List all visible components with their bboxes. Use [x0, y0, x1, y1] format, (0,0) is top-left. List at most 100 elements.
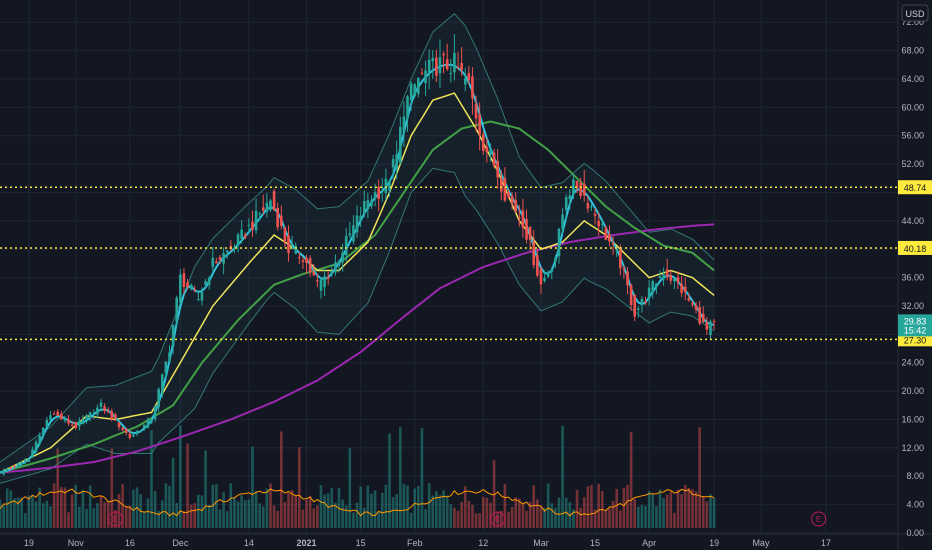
candle-body	[471, 76, 474, 99]
volume-bar	[182, 511, 186, 528]
volume-bar	[655, 506, 658, 528]
volume-bars	[0, 425, 716, 528]
candle-body	[604, 227, 608, 240]
volume-bar	[233, 497, 236, 528]
last-price-tag[interactable]	[898, 314, 932, 337]
time-tick-label: 15	[590, 538, 600, 548]
candle-body	[70, 424, 74, 426]
candle-body	[370, 200, 373, 207]
volume-bar	[438, 495, 442, 528]
candle-body	[622, 268, 626, 270]
candle-body	[528, 227, 532, 240]
volume-bar	[348, 448, 352, 528]
candle-body	[655, 283, 658, 287]
earnings-marker-icon[interactable]	[490, 511, 506, 527]
earnings-marker-label: E	[113, 515, 118, 524]
candle-body	[395, 154, 399, 170]
volume-bar	[676, 489, 680, 528]
horizontal-level-tag[interactable]	[898, 180, 932, 195]
candle-body	[323, 276, 326, 288]
candle-body	[330, 271, 334, 274]
candle-body	[175, 297, 179, 322]
candle-body	[694, 305, 698, 310]
volume-bar	[236, 501, 240, 528]
volume-bar	[575, 489, 579, 528]
price-axis[interactable]: 72.00 68.00 64.00 60.00 56.00 52.00 44.00 36.00…	[898, 17, 932, 538]
candle-body	[600, 223, 604, 225]
volume-bar	[52, 483, 56, 528]
candle-body	[316, 280, 319, 282]
volume-bar	[121, 484, 124, 528]
volume-bar	[218, 509, 222, 528]
candle-body	[435, 57, 438, 76]
candle-body	[593, 213, 597, 216]
earnings-marker-icon[interactable]	[107, 511, 123, 527]
candle-body	[2, 470, 5, 474]
candle-body	[74, 421, 78, 428]
candle-body	[687, 298, 691, 301]
candle-body	[590, 206, 593, 208]
volume-bar	[222, 492, 225, 528]
volume-bar	[290, 490, 294, 528]
volume-bar	[399, 427, 402, 528]
volume-bar	[435, 491, 438, 528]
volume-bar	[106, 501, 110, 528]
candle-body	[637, 308, 640, 310]
horizontal-level-tag[interactable]	[898, 240, 932, 255]
volume-bar	[258, 503, 261, 528]
candle-body	[52, 413, 56, 415]
candle-body	[388, 181, 391, 191]
volume-bar	[445, 495, 449, 528]
candle-body	[45, 419, 49, 428]
candle-body	[683, 286, 687, 292]
candle-body	[135, 430, 139, 433]
candle-body	[49, 415, 52, 421]
volume-bar	[640, 504, 644, 528]
volume-bar	[687, 488, 691, 528]
volume-bar	[323, 494, 326, 528]
price-tick-label: 16.00	[901, 414, 924, 424]
volume-bar	[395, 494, 399, 528]
candle-body	[467, 72, 471, 81]
time-tick-label: Feb	[407, 538, 423, 548]
volume-bar	[243, 499, 247, 528]
horizontal-level-label: 40.18	[904, 244, 927, 254]
candle-body	[179, 274, 182, 303]
candle-body	[431, 57, 435, 62]
candle-body	[294, 246, 298, 254]
candle-body	[146, 419, 150, 428]
volume-bar	[132, 489, 135, 528]
earnings-marker-icon[interactable]	[811, 511, 827, 527]
candle-body	[186, 282, 189, 287]
currency-badge[interactable]: USD	[901, 4, 929, 22]
volume-bar	[633, 499, 637, 528]
time-tick-label: 17	[821, 538, 831, 548]
volume-bar	[276, 510, 279, 528]
time-tick-label: Mar	[533, 538, 549, 548]
time-axis[interactable]: 19 Nov 16 Dec 14 2021 15 Feb 12 Mar 15 Apr 19 May 17	[24, 538, 831, 548]
candle-body	[301, 260, 305, 263]
volume-bar	[13, 498, 16, 528]
sma-mid-line	[0, 92, 715, 474]
volume-bar	[99, 496, 103, 528]
volume-bar	[330, 487, 334, 528]
candle-body	[536, 255, 539, 276]
candle-body	[619, 250, 622, 269]
price-tick-label: 52.00	[901, 159, 924, 169]
time-tick-label: 15	[356, 538, 366, 548]
candle-body	[514, 200, 518, 212]
volume-bar	[467, 501, 471, 528]
volume-bar	[294, 494, 298, 528]
candle-body	[507, 192, 510, 198]
volume-bar	[460, 501, 463, 528]
earnings-marker-label: E	[816, 515, 821, 524]
candle-body	[615, 250, 618, 252]
volume-bar	[373, 490, 377, 528]
volume-bar	[611, 500, 615, 528]
candle-body	[409, 83, 413, 100]
candle-body	[564, 197, 568, 211]
price-tick-label: 12.00	[901, 443, 924, 453]
volume-bar	[507, 511, 510, 528]
